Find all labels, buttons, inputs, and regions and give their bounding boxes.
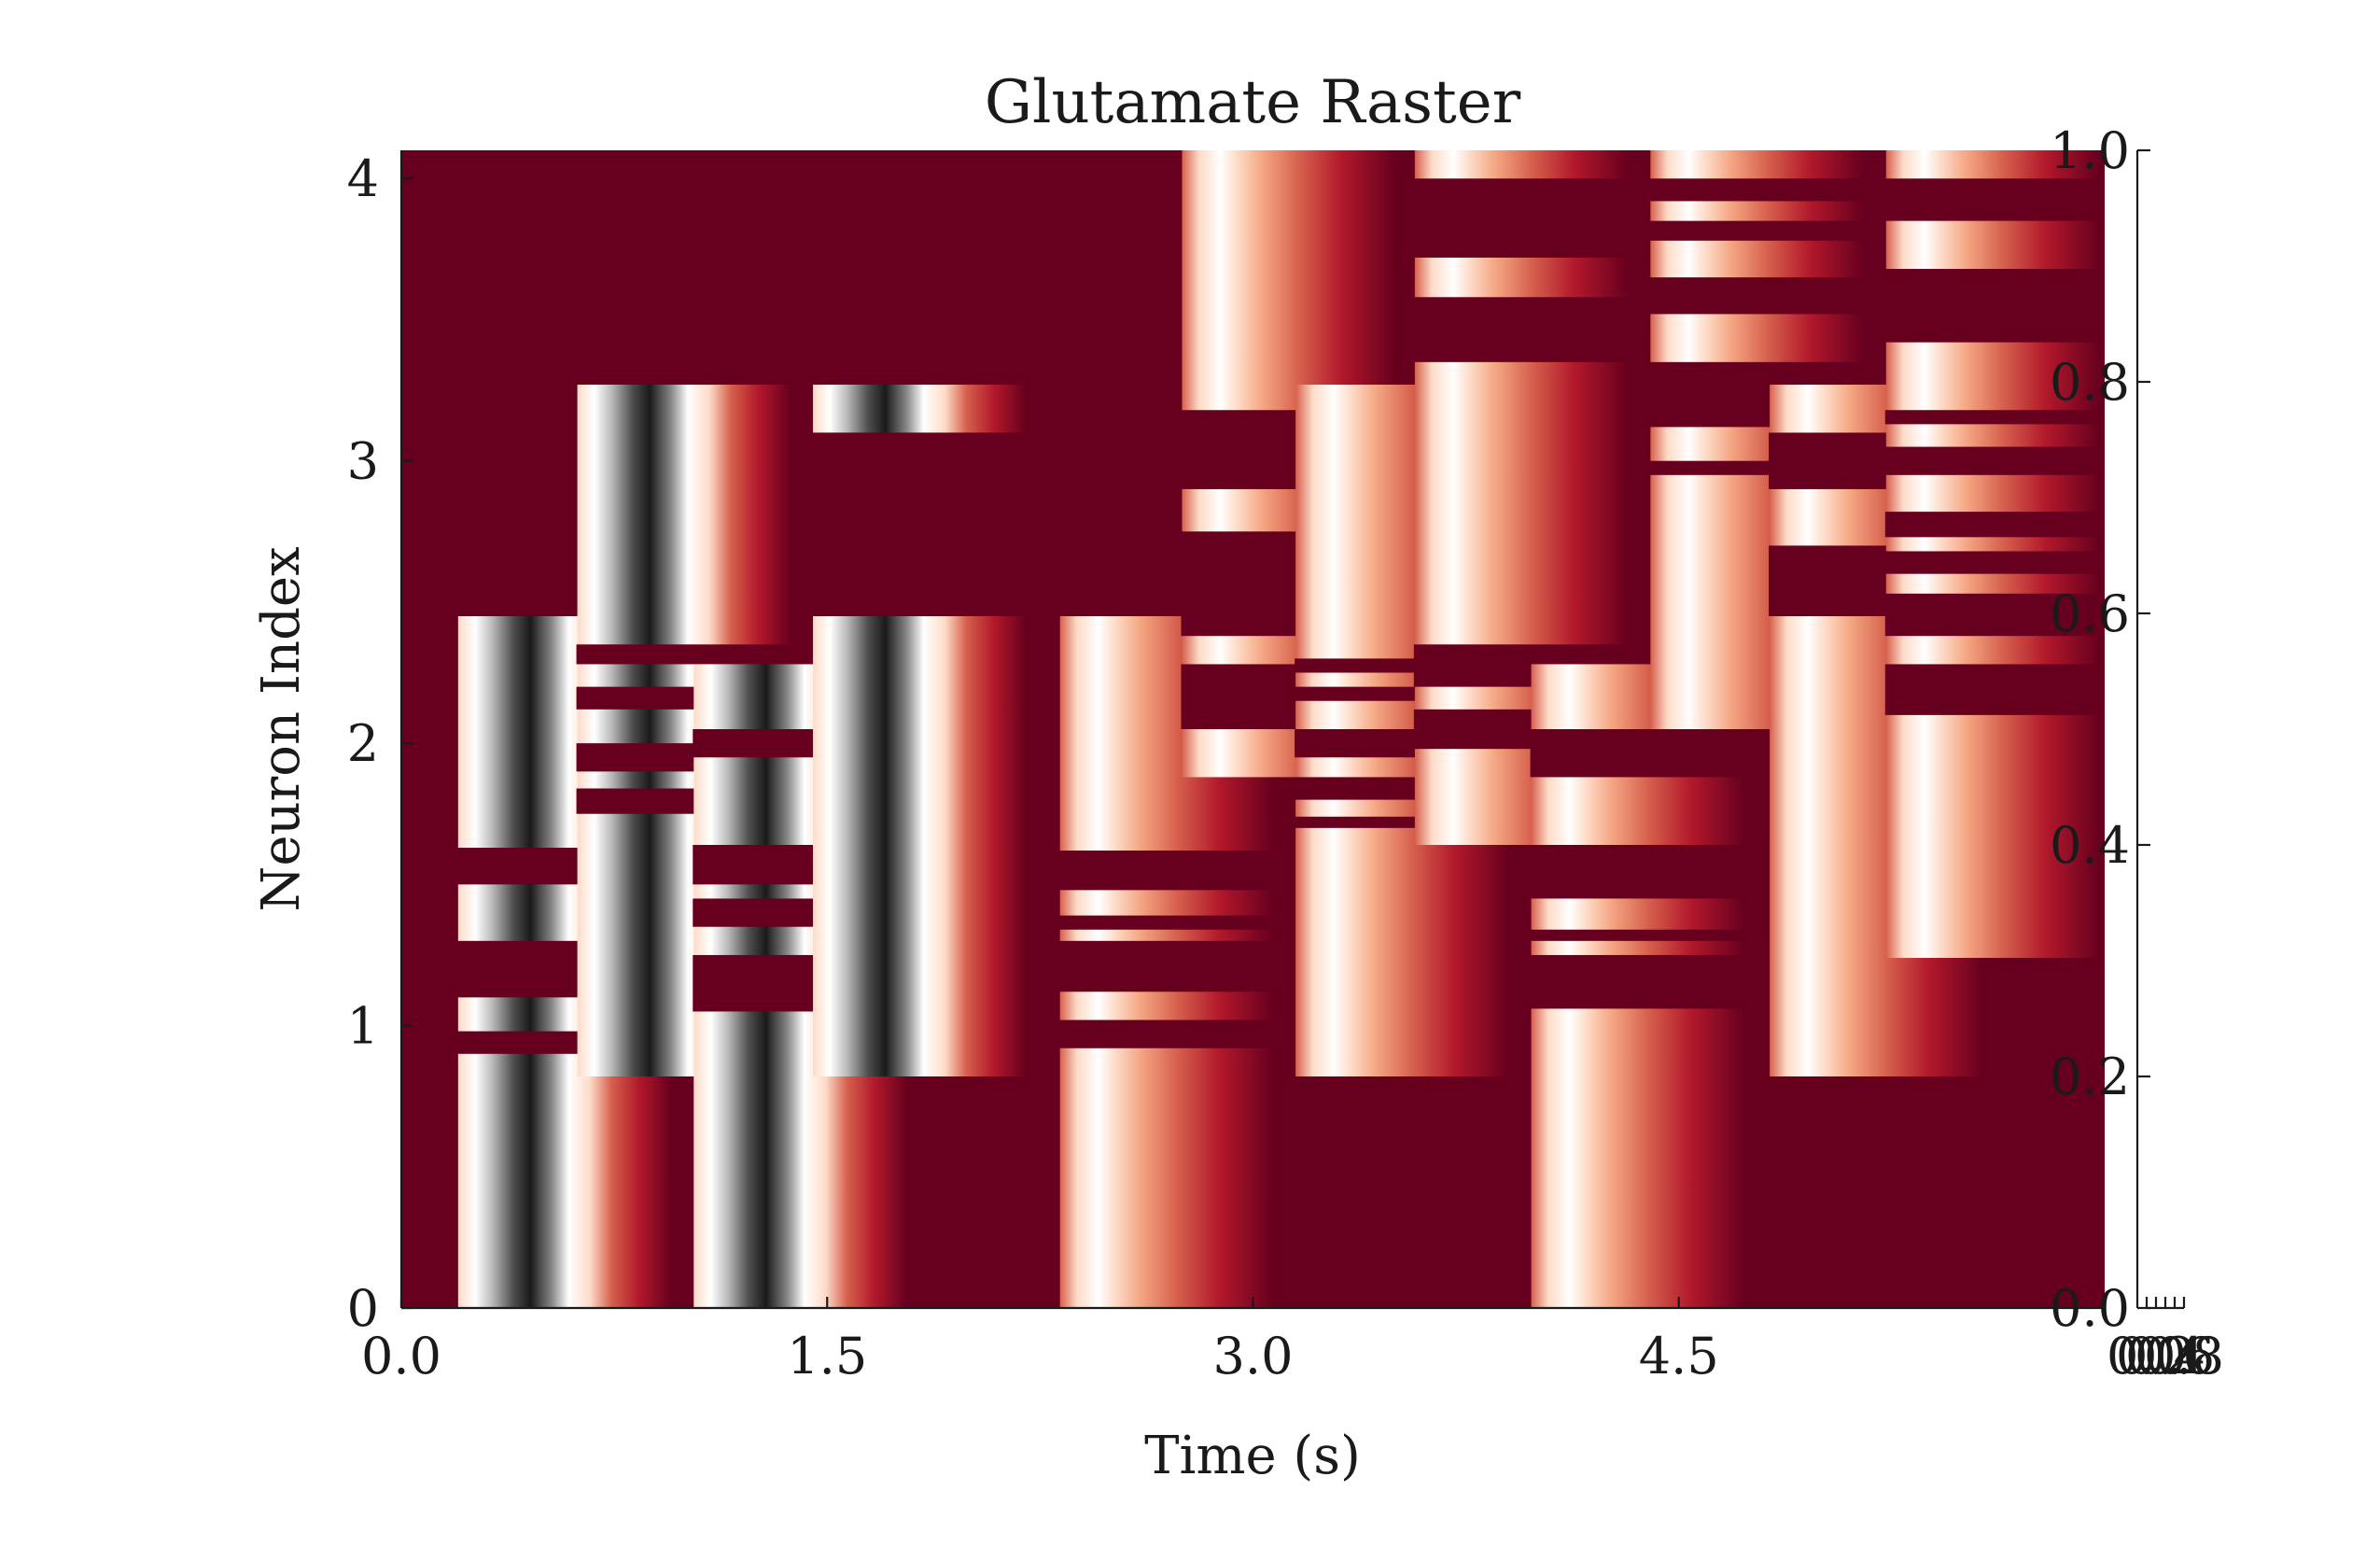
colorbar-tick-label: 0.6 <box>2135 1327 2215 1385</box>
colorbar-tick-label: 0.0 <box>2107 1327 2187 1385</box>
burst-1-gap-3 <box>576 644 791 665</box>
burst-5 <box>1182 150 1395 411</box>
y-tick-label: 0 <box>347 1279 379 1338</box>
x-tick-label: 3.0 <box>1213 1327 1294 1385</box>
y-tick-label: 1 <box>347 997 379 1056</box>
burst-12-gap-4 <box>1884 446 2100 475</box>
burst-9-gap-0 <box>1530 954 1745 1009</box>
right-tick-label: 0.4 <box>2050 816 2130 875</box>
right-tick-label: 1.0 <box>2050 121 2130 180</box>
burst-10-gap-3 <box>1649 220 1865 241</box>
right-tick-label: 0.2 <box>2050 1048 2130 1106</box>
burst-9-gap-3 <box>1530 729 1745 778</box>
burst-4-gap-3 <box>1058 915 1274 930</box>
burst-10-gap-2 <box>1649 277 1865 315</box>
y-axis-label: Neuron Index <box>251 546 312 911</box>
burst-4-gap-1 <box>1058 851 1274 891</box>
burst-8-gap-3 <box>1413 178 1629 258</box>
y-tick-label: 4 <box>347 149 379 208</box>
colorbar-tick-label: 0.4 <box>2125 1327 2205 1385</box>
x-tick-label: 4.5 <box>1639 1327 1719 1385</box>
burst-10-gap-4 <box>1649 178 1865 202</box>
burst-9-gap-2 <box>1530 845 1745 899</box>
burst-4-gap-2 <box>1058 1020 1274 1048</box>
y-tick-label: 2 <box>347 714 379 773</box>
right-tick-label: 0.6 <box>2050 584 2130 643</box>
right-tick-label: 0.8 <box>2050 353 2130 412</box>
heatmap-area <box>401 150 2105 1308</box>
burst-12-gap-2 <box>1884 551 2100 574</box>
chart-title: Glutamate Raster <box>985 68 1521 137</box>
x-tick-label: 0.0 <box>361 1327 441 1385</box>
y-tick-label: 3 <box>347 432 379 491</box>
burst-12-gap-0 <box>1884 664 2100 715</box>
colorbar-tick-label: 0.2 <box>2116 1327 2196 1385</box>
burst-12-gap-5 <box>1884 410 2100 425</box>
burst-9-gap-1 <box>1530 929 1745 941</box>
burst-12-gap-7 <box>1884 178 2100 221</box>
axes: 0.0 1.5 3.0 4.5012340.00.20.40.60.81.00.00.… <box>347 121 2224 1385</box>
burst-12-gap-3 <box>1884 512 2100 538</box>
colorbar-tick-label: 0.8 <box>2144 1327 2224 1385</box>
burst-8-gap-2 <box>1413 297 1629 362</box>
burst-12-gap-1 <box>1884 593 2100 637</box>
burst-4-gap-0 <box>1058 940 1274 992</box>
burst-12-gap-6 <box>1884 269 2100 343</box>
x-tick-label: 1.5 <box>787 1327 867 1385</box>
burst-3-gap-2 <box>812 432 1028 498</box>
x-axis-label: Time (s) <box>1144 1426 1361 1486</box>
right-tick-label: 0.0 <box>2050 1279 2130 1338</box>
burst-3-gap-1 <box>812 517 1028 546</box>
